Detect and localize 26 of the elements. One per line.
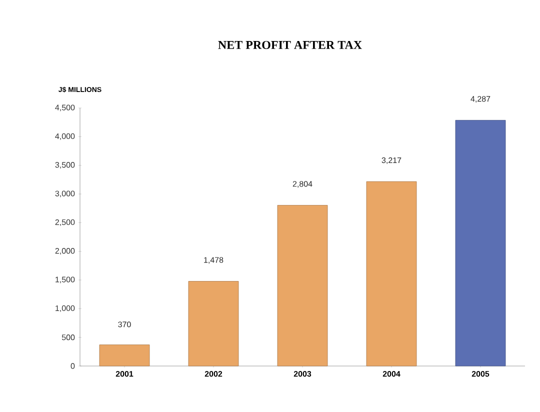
y-tick-label: 4,500	[55, 104, 75, 112]
bar	[455, 120, 506, 366]
data-label: 2,804	[292, 181, 312, 188]
data-label: 1,478	[204, 257, 224, 264]
bar	[366, 181, 417, 366]
y-tick-label: 500	[62, 334, 75, 340]
x-tick-label: 2001	[116, 371, 134, 377]
x-tick-label: 2003	[294, 371, 312, 377]
x-tick-label: 2004	[382, 371, 400, 377]
y-tick-label: 1,000	[56, 305, 75, 312]
bar	[99, 344, 150, 366]
bar	[277, 205, 328, 366]
y-tick-label: 3,500	[55, 162, 75, 169]
y-tick-label: 1,500	[56, 276, 75, 284]
x-tick-label: 2002	[204, 371, 222, 377]
y-tick-label: 0	[70, 363, 75, 369]
chart-title: NET PROFIT AFTER TAX	[218, 40, 362, 50]
data-label: 4,287	[470, 96, 490, 103]
data-label: 370	[118, 322, 131, 328]
y-tick-label: 4,000	[55, 133, 75, 140]
x-tick-label: 2005	[472, 371, 490, 377]
data-label: 3,217	[382, 157, 402, 164]
y-tick-label: 2,000	[55, 248, 75, 255]
y-tick-label: 3,000	[55, 190, 75, 198]
y-tick-label: 2,500	[55, 219, 75, 226]
bar	[188, 281, 239, 366]
